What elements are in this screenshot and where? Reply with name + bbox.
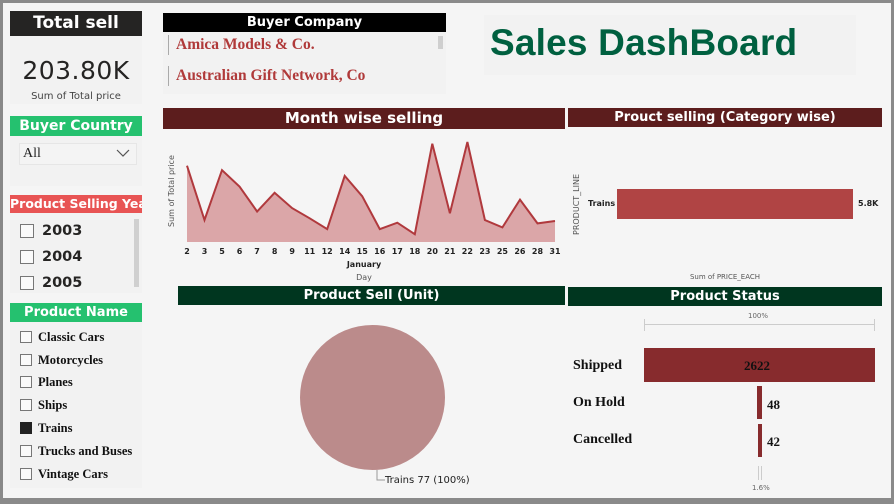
bar-cancelled[interactable]	[758, 424, 762, 457]
bar-category-label: Trains	[588, 199, 616, 208]
chevron-down-icon	[116, 149, 130, 157]
value-shipped: 2622	[744, 358, 770, 373]
x-tick-label: 15	[356, 247, 368, 256]
product-option-trains[interactable]: Trains	[20, 419, 73, 437]
x-tick-label: 31	[549, 247, 561, 256]
total-sell-label: Sum of Total price	[31, 91, 121, 102]
product-name-header: Product Name	[10, 303, 142, 322]
axis-tick	[874, 319, 875, 331]
x-tick-label: 26	[514, 247, 526, 256]
page-title: Sales DashBoard	[490, 22, 798, 63]
buyer-company-item[interactable]: Australian Gift Network, Co	[168, 66, 365, 86]
checkbox[interactable]	[20, 468, 32, 480]
product-option-planes[interactable]: Planes	[20, 373, 73, 391]
buyer-country-header: Buyer Country	[10, 116, 142, 136]
category-chart-header: Prouct selling (Category wise)	[568, 108, 882, 127]
axis-tick	[758, 466, 759, 480]
product-selling-year-slicer: 2003 2004 2005	[10, 213, 142, 293]
checkbox[interactable]	[20, 224, 34, 238]
axis-tick	[761, 466, 762, 480]
x-axis-label: Sum of PRICE_EACH	[689, 273, 761, 281]
y-axis-label: PRODUCT_LINE	[572, 173, 581, 235]
x-tick-label: 3	[201, 247, 208, 256]
percent-axis	[644, 324, 875, 325]
year-scrollbar[interactable]	[134, 219, 139, 287]
buyer-country-slicer: All	[10, 136, 142, 186]
bar-shipped[interactable]	[644, 348, 875, 382]
x-axis-label: Day	[356, 273, 372, 282]
buyer-company-scrollbar[interactable]	[438, 36, 443, 49]
product-option-vintage-cars[interactable]: Vintage Cars	[20, 465, 108, 483]
buyer-company-slicer: Amica Models & Co. Australian Gift Netwo…	[163, 32, 446, 94]
product-option-trucks-and-buses[interactable]: Trucks and Buses	[20, 442, 132, 460]
area-plot	[186, 141, 556, 242]
x-tick-label: 9	[289, 247, 295, 256]
checkbox[interactable]	[20, 376, 32, 388]
x-tick-label: 25	[496, 247, 508, 256]
bottom-percent-label: 1.6%	[752, 484, 770, 492]
product-option-ships[interactable]: Ships	[20, 396, 67, 414]
pie-chart-header: Product Sell (Unit)	[178, 286, 565, 305]
checkbox[interactable]	[20, 354, 32, 366]
value-cancelled: 42	[767, 434, 780, 449]
product-status-header: Product Status	[568, 287, 882, 306]
bar-on-hold[interactable]	[757, 386, 762, 419]
x-tick-label: 14	[339, 247, 351, 256]
product-option-classic-cars[interactable]: Classic Cars	[20, 328, 104, 346]
x-tick-label: 17	[391, 247, 403, 256]
title-card: Sales DashBoard	[484, 15, 856, 75]
x-tick-label: 18	[409, 247, 421, 256]
checkbox[interactable]	[20, 250, 34, 264]
year-option-2005[interactable]: 2005	[20, 273, 82, 293]
top-percent-label: 100%	[748, 312, 769, 320]
x-tick-label: 11	[304, 247, 316, 256]
pie-data-label: Trains 77 (100%)	[385, 475, 470, 486]
x-tick-label: 6	[236, 247, 243, 256]
status-label-cancelled: Cancelled	[573, 432, 633, 447]
product-option-motorcycles[interactable]: Motorcycles	[20, 351, 103, 369]
checkbox-checked[interactable]	[20, 422, 32, 434]
x-tick-label: 5	[219, 247, 225, 256]
checkbox[interactable]	[20, 331, 32, 343]
leader-line	[376, 470, 385, 481]
status-label-on-hold: On Hold	[573, 395, 625, 410]
bar-trains[interactable]	[617, 189, 853, 219]
x-tick-label: 23	[479, 247, 491, 256]
product-status-chart[interactable]: 100% Shipped 2622 On Hold 48 Cancelled 4…	[568, 306, 882, 496]
checkbox[interactable]	[20, 445, 32, 457]
product-selling-year-header: Product Selling Year	[10, 195, 142, 213]
status-label-shipped: Shipped	[573, 358, 623, 373]
buyer-country-selected: All	[23, 146, 41, 161]
total-sell-header: Total sell	[10, 11, 142, 36]
buyer-company-item[interactable]: Amica Models & Co.	[168, 35, 315, 55]
bar-data-label: 5.8K	[858, 199, 879, 208]
axis-tick	[644, 319, 645, 331]
x-axis-category: January	[346, 260, 382, 269]
product-name-slicer: Classic Cars Motorcycles Planes Ships Tr…	[10, 322, 142, 488]
x-tick-label: 20	[426, 247, 438, 256]
month-chart-header: Month wise selling	[163, 108, 565, 129]
buyer-country-dropdown[interactable]: All	[19, 143, 137, 165]
total-sell-card: 203.80K Sum of Total price	[10, 36, 142, 104]
category-wise-chart[interactable]: PRODUCT_LINE Trains 5.8K Sum of PRICE_EA…	[568, 127, 882, 282]
pie-slice-trains[interactable]	[300, 325, 445, 470]
year-option-2004[interactable]: 2004	[20, 247, 82, 267]
x-tick-label: 7	[254, 247, 260, 256]
x-tick-label: 12	[321, 247, 333, 256]
product-sell-unit-chart[interactable]: Trains 77 (100%)	[178, 305, 565, 495]
x-tick-label: 8	[271, 247, 278, 256]
x-tick-label: 2	[184, 247, 190, 256]
year-option-2003[interactable]: 2003	[20, 221, 82, 241]
buyer-company-header: Buyer Company	[163, 13, 446, 32]
x-tick-label: 16	[374, 247, 386, 256]
total-sell-value: 203.80K	[22, 56, 130, 85]
x-tick-label: 28	[531, 247, 544, 256]
x-tick-label: 22	[461, 247, 473, 256]
month-wise-selling-chart[interactable]: Sum of Total price 2 3 5 6 7 8 9 11 12 14 15 16 17 18…	[163, 129, 565, 282]
checkbox[interactable]	[20, 276, 34, 290]
checkbox[interactable]	[20, 399, 32, 411]
x-tick-label: 21	[444, 247, 456, 256]
value-on-hold: 48	[767, 397, 780, 412]
